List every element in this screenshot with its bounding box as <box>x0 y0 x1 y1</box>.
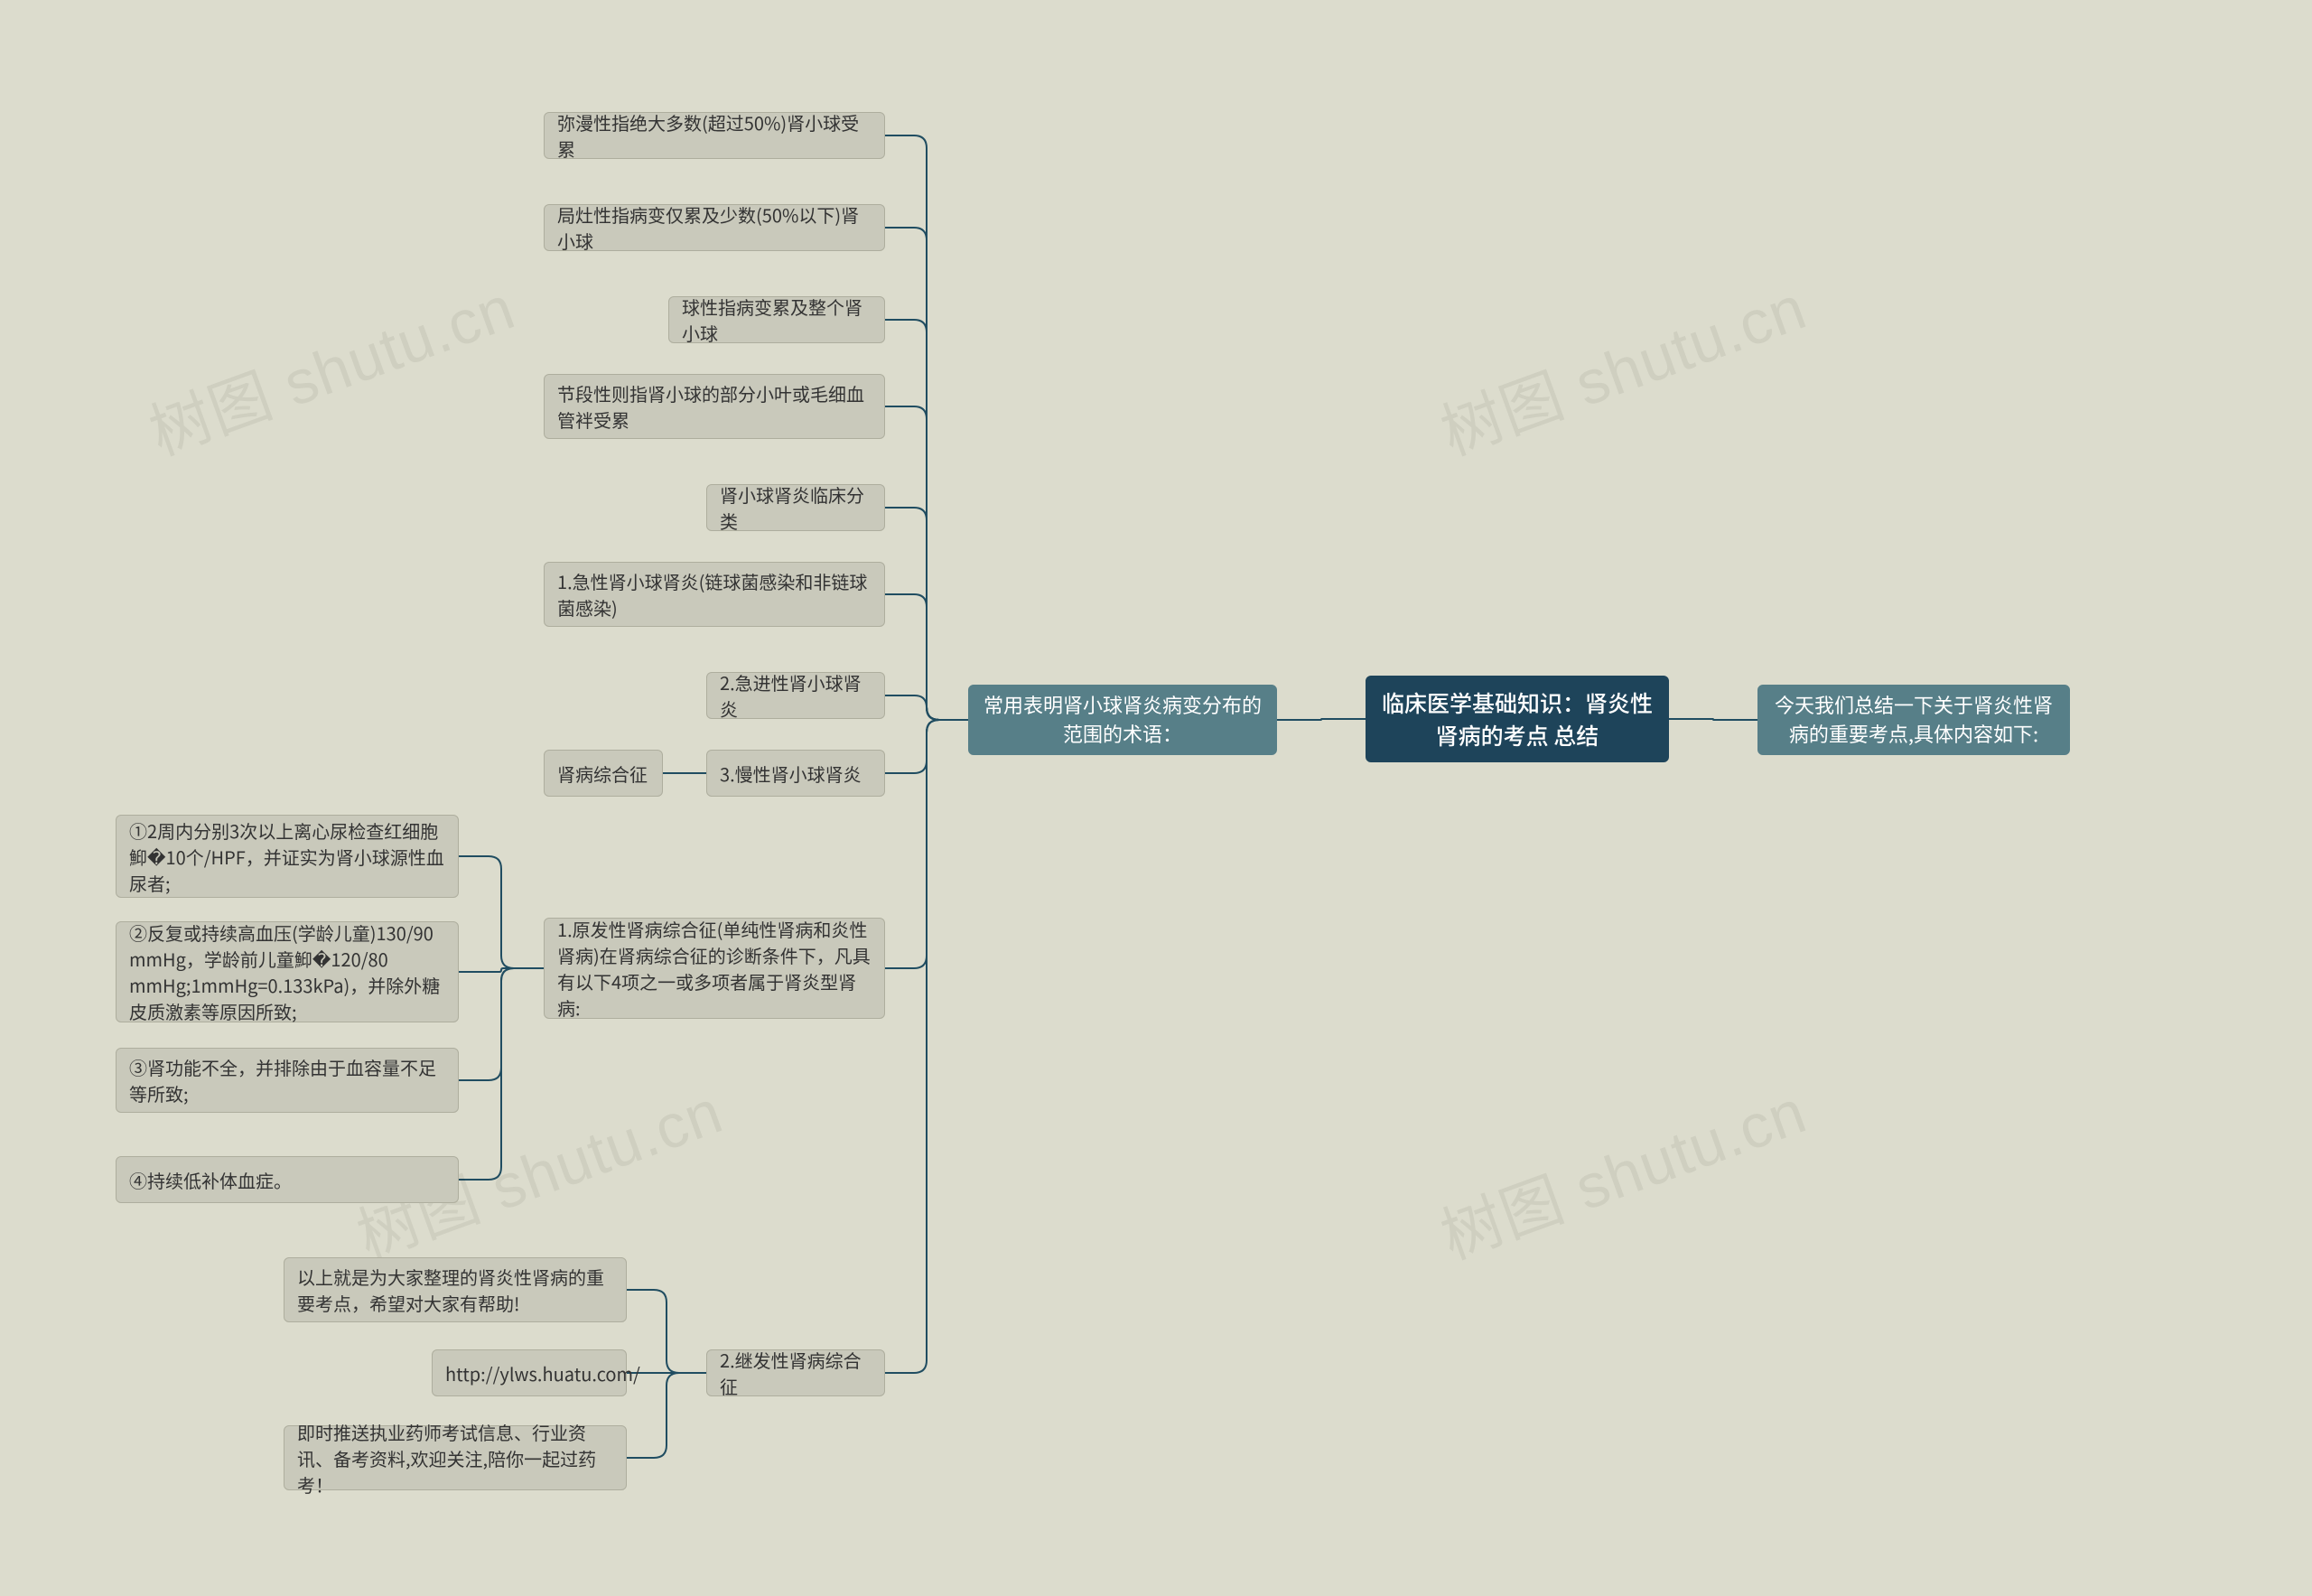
leaf-node[interactable]: http://ylws.huatu.com/ <box>432 1349 627 1396</box>
branch-left[interactable]: 常用表明肾小球肾炎病变分布的范围的术语： <box>968 685 1277 755</box>
leaf-node[interactable]: 局灶性指病变仅累及少数(50%以下)肾小球 <box>544 204 885 251</box>
watermark: 树图 shutu.cn <box>135 257 525 472</box>
leaf-node[interactable]: 球性指病变累及整个肾小球 <box>668 296 885 343</box>
watermark: 树图 shutu.cn <box>1427 257 1816 472</box>
edge <box>885 320 968 720</box>
edge <box>885 695 968 720</box>
edge <box>1277 719 1366 720</box>
edge <box>1669 719 1757 720</box>
leaf-node[interactable]: 1.原发性肾病综合征(单纯性肾病和炎性肾病)在肾病综合征的诊断条件下，凡具有以下… <box>544 918 885 1019</box>
leaf-node[interactable]: 即时推送执业药师考试信息、行业资讯、备考资料,欢迎关注,陪你一起过药考！ <box>284 1425 627 1490</box>
edge-layer <box>0 0 2312 1596</box>
leaf-node[interactable]: ②反复或持续高血压(学龄儿童)130/90 mmHg，学龄前儿童鮣�120/80… <box>116 921 459 1022</box>
leaf-node[interactable]: ①2周内分别3次以上离心尿检查红细胞鮣�10个/HPF，并证实为肾小球源性血尿者… <box>116 815 459 898</box>
mindmap-canvas: 树图 shutu.cn 树图 shutu.cn 树图 shutu.cn 树图 s… <box>0 0 2312 1596</box>
branch-right[interactable]: 今天我们总结一下关于肾炎性肾病的重要考点,具体内容如下: <box>1757 685 2070 755</box>
leaf-node[interactable]: 1.急性肾小球肾炎(链球菌感染和非链球菌感染) <box>544 562 885 627</box>
leaf-node[interactable]: 节段性则指肾小球的部分小叶或毛细血管袢受累 <box>544 374 885 439</box>
edge <box>459 856 544 968</box>
watermark: 树图 shutu.cn <box>1427 1061 1816 1276</box>
leaf-node[interactable]: 2.急进性肾小球肾炎 <box>706 672 885 719</box>
leaf-node[interactable]: 以上就是为大家整理的肾炎性肾病的重要考点，希望对大家有帮助! <box>284 1257 627 1322</box>
leaf-node[interactable]: 肾病综合征 <box>544 750 663 797</box>
leaf-node[interactable]: 肾小球肾炎临床分类 <box>706 484 885 531</box>
edge <box>885 594 968 720</box>
edge <box>885 720 968 1373</box>
root-node[interactable]: 临床医学基础知识：肾炎性肾病的考点 总结 <box>1366 676 1669 762</box>
leaf-node[interactable]: 3.慢性肾小球肾炎 <box>706 750 885 797</box>
edge <box>885 720 968 773</box>
edge <box>885 406 968 720</box>
edge <box>459 968 544 1080</box>
edge <box>885 508 968 720</box>
leaf-node[interactable]: 弥漫性指绝大多数(超过50%)肾小球受累 <box>544 112 885 159</box>
edge <box>459 968 544 1180</box>
edge <box>885 720 968 968</box>
leaf-node[interactable]: ④持续低补体血症。 <box>116 1156 459 1203</box>
edge <box>885 135 968 720</box>
leaf-node[interactable]: ③肾功能不全，并排除由于血容量不足等所致; <box>116 1048 459 1113</box>
edge <box>885 228 968 720</box>
leaf-node[interactable]: 2.继发性肾病综合征 <box>706 1349 885 1396</box>
edge <box>459 968 544 972</box>
